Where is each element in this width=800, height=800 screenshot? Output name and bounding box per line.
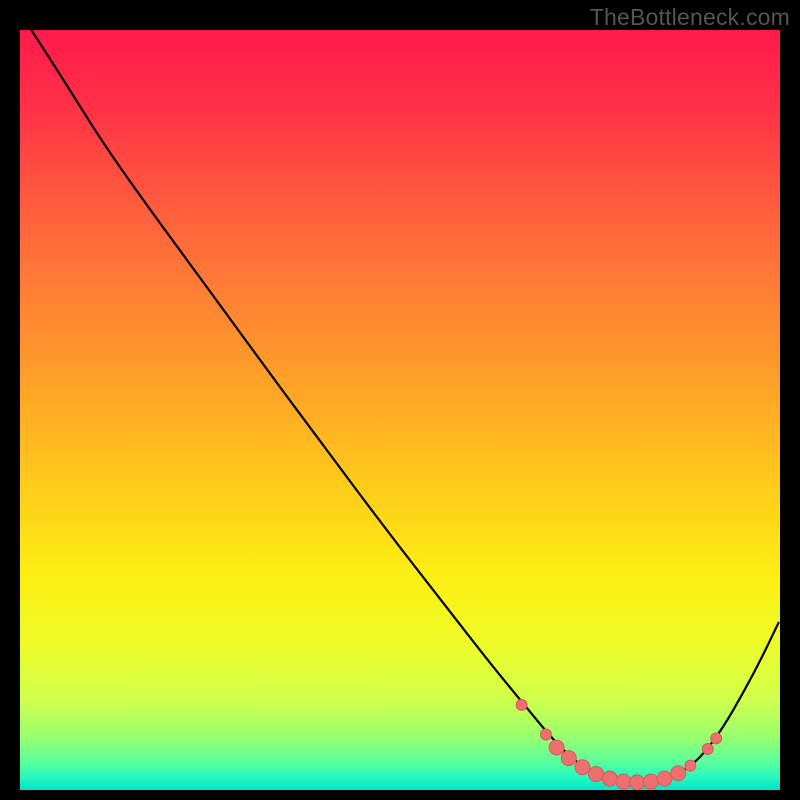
curve-marker	[643, 774, 658, 789]
curve-marker	[540, 729, 551, 740]
curve-marker	[630, 775, 645, 790]
curve-marker	[602, 771, 617, 786]
curve-marker	[702, 743, 713, 754]
curve-marker	[516, 699, 527, 710]
bottleneck-chart	[0, 0, 800, 800]
curve-marker	[549, 740, 564, 755]
curve-marker	[575, 760, 590, 775]
curve-marker	[589, 767, 604, 782]
curve-marker	[711, 733, 722, 744]
curve-marker	[657, 771, 672, 786]
curve-marker	[561, 751, 576, 766]
gradient-background	[20, 30, 780, 790]
curve-marker	[616, 774, 631, 789]
chart-stage: TheBottleneck.com	[0, 0, 800, 800]
curve-marker	[685, 760, 696, 771]
curve-marker	[671, 766, 686, 781]
